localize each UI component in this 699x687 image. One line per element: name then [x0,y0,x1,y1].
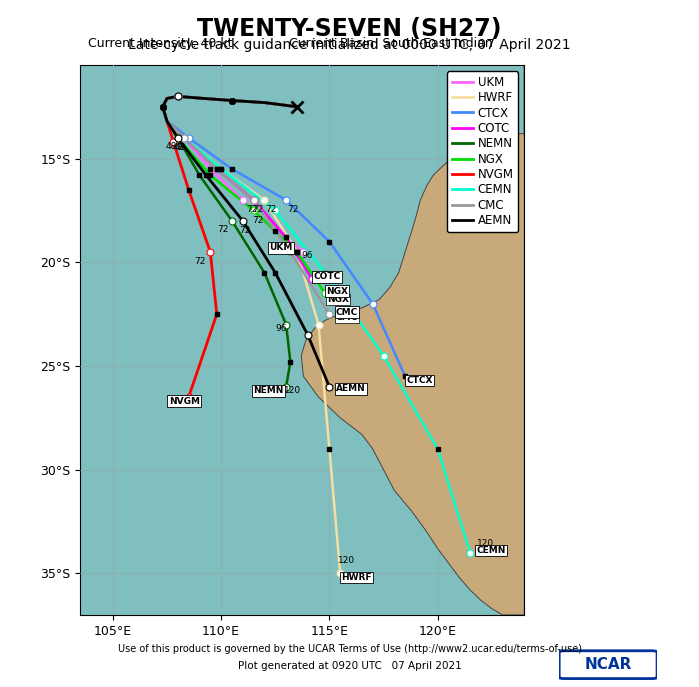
Text: 120: 120 [338,556,355,565]
Text: CEMN: CEMN [477,546,506,555]
Text: NGX: NGX [326,287,348,296]
Text: NGX: NGX [327,295,350,304]
Text: Current Basin: South-East Indian: Current Basin: South-East Indian [289,37,493,50]
Text: 48: 48 [166,142,177,151]
Text: 120: 120 [477,539,493,548]
Text: NVGM: NVGM [169,397,200,406]
Text: 72: 72 [217,225,229,234]
Text: 72: 72 [287,205,298,214]
Text: Use of this product is governed by the UCAR Terms of Use (http://www2.ucar.edu/t: Use of this product is governed by the U… [117,644,582,655]
Text: UKM: UKM [269,243,293,252]
Text: HWRF: HWRF [341,573,372,582]
Text: CMC: CMC [336,313,358,322]
Text: Late-cycle track guidance initialized at 0000 UTC, 07 April 2021: Late-cycle track guidance initialized at… [128,38,571,52]
Text: COTC: COTC [313,272,340,281]
Text: Plot generated at 0920 UTC   07 April 2021: Plot generated at 0920 UTC 07 April 2021 [238,661,461,671]
Text: 96: 96 [301,251,312,260]
Legend: UKM, HWRF, CTCX, COTC, NEMN, NGX, NVGM, CEMN, CMC, AEMN: UKM, HWRF, CTCX, COTC, NEMN, NGX, NVGM, … [447,71,519,232]
Text: NEMN: NEMN [254,386,284,396]
Text: 72: 72 [246,205,257,214]
Text: 96: 96 [275,324,287,333]
Text: NCAR: NCAR [584,657,632,672]
Text: AEMN: AEMN [336,384,366,393]
Text: 72: 72 [265,205,277,214]
Text: 120: 120 [284,386,301,395]
Text: CTCX: CTCX [406,376,433,385]
Text: 48: 48 [172,143,184,152]
Text: 48: 48 [174,143,186,152]
Text: 72: 72 [194,257,206,266]
FancyBboxPatch shape [559,651,657,679]
Text: 72: 72 [252,216,264,225]
Text: TWENTY-SEVEN (SH27): TWENTY-SEVEN (SH27) [197,17,502,41]
Polygon shape [301,65,524,615]
Text: Current Intensity: 40 kt: Current Intensity: 40 kt [88,37,233,50]
Text: CMC: CMC [336,308,358,317]
Text: 96: 96 [182,396,194,405]
Text: 72: 72 [252,205,264,214]
Text: 72: 72 [239,226,251,235]
